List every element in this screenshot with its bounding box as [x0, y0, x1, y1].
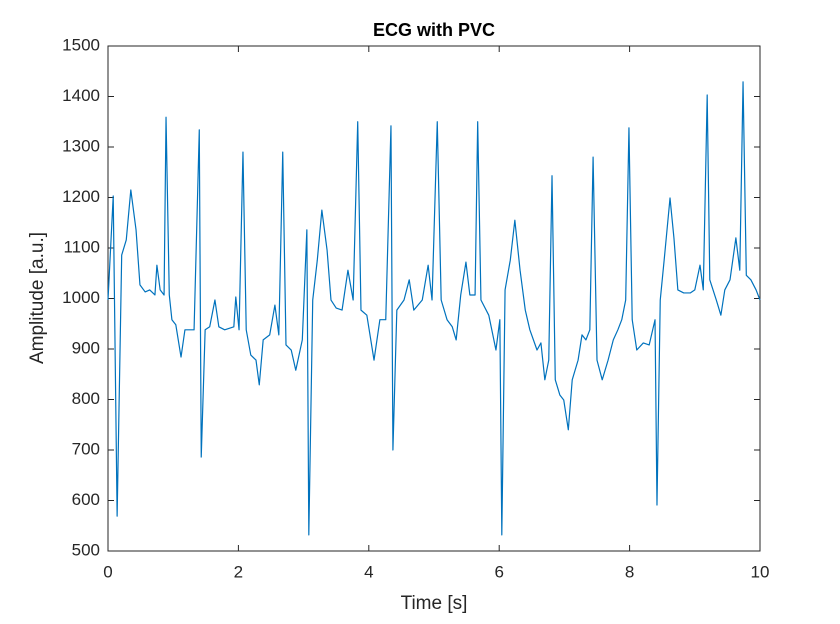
y-tick-label: 1500 — [62, 35, 100, 54]
y-axis-label: Amplitude [a.u.] — [27, 232, 48, 364]
y-tick-label: 1000 — [62, 288, 100, 307]
y-tick-label: 500 — [72, 540, 100, 559]
y-tick-label: 1100 — [63, 237, 100, 256]
x-tick-label: 4 — [364, 562, 373, 581]
x-tick-label: 2 — [234, 562, 243, 581]
y-tick-label: 700 — [72, 439, 100, 458]
x-tick-label: 8 — [625, 562, 634, 581]
ecg-line — [107, 81, 761, 536]
y-tick-label: 900 — [72, 338, 100, 357]
x-axis-label: Time [s] — [401, 593, 468, 614]
x-tick-label: 0 — [103, 562, 112, 581]
y-tick-label: 1200 — [62, 187, 100, 206]
x-tick-label: 6 — [494, 562, 503, 581]
chart-title: ECG with PVC — [373, 20, 495, 40]
y-tick-label: 1300 — [62, 136, 100, 155]
x-tick-label: 10 — [751, 562, 770, 581]
y-tick-label: 1400 — [62, 86, 100, 105]
y-tick-label: 600 — [72, 490, 100, 509]
y-tick-label: 800 — [72, 389, 100, 408]
